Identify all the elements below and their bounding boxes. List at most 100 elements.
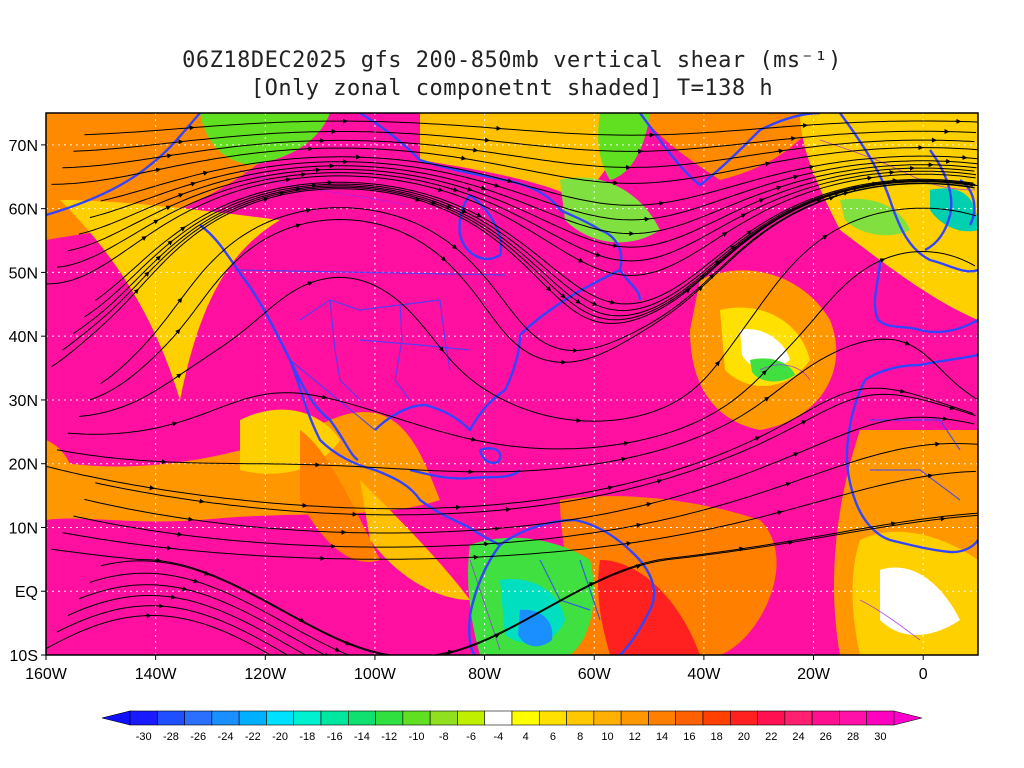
colorbar-label: -24 <box>218 731 234 743</box>
streamline-arrow <box>866 175 873 181</box>
streamline-arrow <box>948 405 955 410</box>
colorbar-label: 18 <box>711 731 723 743</box>
shear-streamlines <box>46 118 978 662</box>
colorbar-label: -20 <box>272 731 288 743</box>
streamline-arrow <box>155 557 162 563</box>
streamline-arrow <box>284 177 292 183</box>
streamline-arrow <box>148 485 155 491</box>
streamline-arrow <box>299 172 307 178</box>
streamline-arrow <box>591 301 598 306</box>
streamline-arrow <box>738 546 745 552</box>
lat-tick-label: 20N <box>9 457 38 474</box>
streamline-arrow <box>609 299 616 305</box>
streamline <box>89 183 975 401</box>
colorbar-swatch <box>211 710 240 726</box>
terrain-contours <box>239 139 976 651</box>
colorbar-swatch <box>457 710 486 726</box>
streamline-arrow <box>203 570 210 576</box>
streamline-arrow <box>871 181 878 187</box>
colorbar-swatch <box>757 710 786 726</box>
streamline <box>95 178 974 305</box>
streamline-arrow <box>833 191 840 197</box>
map-frame <box>45 112 979 656</box>
colorbar-label: -4 <box>493 731 503 743</box>
lon-tick-label: 160W <box>25 666 68 683</box>
colorbar-label: 30 <box>874 731 886 743</box>
colorbar-label: -10 <box>409 731 425 743</box>
streamline-arrow <box>179 226 186 232</box>
streamline-arrow <box>141 236 147 241</box>
streamline <box>67 595 307 655</box>
streamline-arrow <box>758 198 765 203</box>
colorbar-label: 24 <box>792 731 804 743</box>
streamline-arrow <box>321 394 328 400</box>
colorbar-label: 22 <box>765 731 777 743</box>
streamline <box>84 416 975 534</box>
streamline-arrow <box>181 586 188 592</box>
streamline-arrow <box>729 245 736 251</box>
streamline-arrow <box>594 252 602 257</box>
colorbar-label: -8 <box>439 731 449 743</box>
streamline-arrow <box>787 540 794 546</box>
streamline-arrow <box>313 659 318 662</box>
streamline-arrow <box>175 328 181 335</box>
streamline <box>78 584 327 655</box>
streamline-arrow <box>451 244 458 250</box>
lon-tick-label: 100W <box>354 666 397 683</box>
lon-tick-label: 60W <box>578 666 612 683</box>
streamline-arrow <box>740 213 747 219</box>
lon-tick-label: 0 <box>919 666 928 683</box>
streamline-arrow <box>144 271 150 277</box>
streamline-arrow <box>460 208 468 213</box>
streamline-arrow <box>438 346 444 352</box>
streamline <box>78 207 977 422</box>
streamline-arrow <box>171 421 178 427</box>
lon-tick-label: 40W <box>687 666 721 683</box>
streamline <box>73 443 978 548</box>
streamline-arrow <box>684 288 691 294</box>
streamline-arrow <box>202 170 209 176</box>
colorbar-swatch <box>293 710 322 726</box>
streamline <box>62 470 976 560</box>
streamline-arrow <box>926 473 934 479</box>
coastlines <box>46 113 978 655</box>
colorbar-label: 26 <box>820 731 832 743</box>
streamline <box>56 605 289 655</box>
shear-shading <box>46 113 978 655</box>
streamline <box>67 167 975 252</box>
streamline-arrow <box>278 191 285 197</box>
colorbar-high-arrow <box>893 710 923 726</box>
streamline-arrow <box>904 340 911 346</box>
streamline-arrow <box>606 485 614 491</box>
lon-tick-label: 120W <box>244 666 287 683</box>
colorbar-swatch <box>375 710 404 726</box>
streamline-arrow <box>177 193 184 198</box>
streamline-arrow <box>167 240 173 246</box>
streamline <box>100 182 974 384</box>
colorbar-label: 16 <box>683 731 695 743</box>
streamline-arrow <box>588 582 595 587</box>
streamline-arrow <box>800 420 807 425</box>
streamline-arrow <box>792 452 799 458</box>
streamline <box>95 393 976 516</box>
streamline-arrow <box>828 196 835 201</box>
streamline <box>46 173 976 285</box>
lat-tick-label: 30N <box>9 393 38 410</box>
colorbar-swatch <box>266 710 295 726</box>
streamline-arrow <box>294 186 301 192</box>
colorbar-swatch <box>729 710 758 726</box>
streamline-arrow <box>777 148 784 154</box>
streamline-arrow <box>187 516 194 522</box>
colorbar-label: -6 <box>466 731 476 743</box>
streamline-arrow <box>440 256 447 262</box>
streamline <box>84 120 978 136</box>
streamline-arrow <box>763 396 770 402</box>
colorbar-swatch <box>620 710 649 726</box>
streamline-arrow <box>697 286 703 292</box>
colorbar-label: -22 <box>245 731 261 743</box>
streamline <box>78 164 977 235</box>
lon-tick-label: 140W <box>135 666 178 683</box>
streamline <box>100 514 978 655</box>
streamline-arrow <box>714 360 720 367</box>
lat-tick-label: 60N <box>9 202 38 219</box>
